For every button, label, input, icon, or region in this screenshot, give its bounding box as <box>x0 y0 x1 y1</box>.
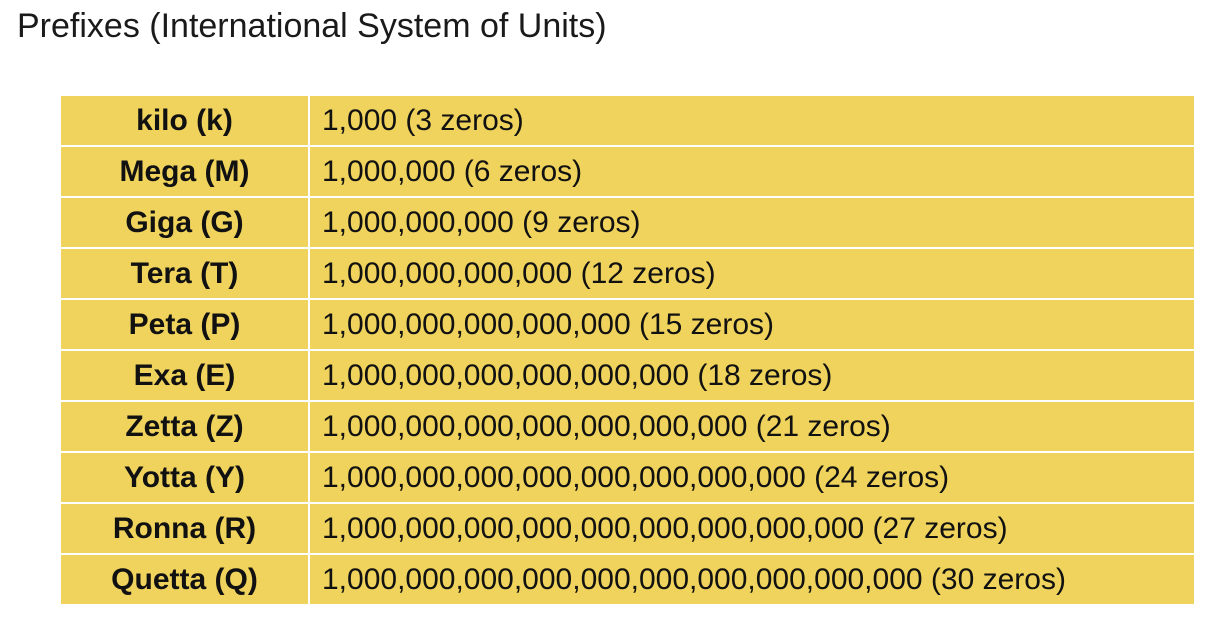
prefix-value: 1,000,000,000,000,000,000,000,000 (24 ze… <box>309 451 1194 504</box>
prefix-value: 1,000,000,000,000 (12 zeros) <box>309 247 1194 300</box>
table-row: Giga (G) 1,000,000,000 (9 zeros) <box>61 196 1194 249</box>
prefix-value: 1,000,000,000,000,000,000,000,000,000,00… <box>309 553 1194 604</box>
prefix-name: Zetta (Z) <box>61 400 310 453</box>
prefix-value: 1,000 (3 zeros) <box>309 96 1194 147</box>
table-row: kilo (k) 1,000 (3 zeros) <box>61 96 1194 147</box>
prefix-name: Ronna (R) <box>61 502 310 555</box>
prefix-name: Exa (E) <box>61 349 310 402</box>
prefix-table: kilo (k) 1,000 (3 zeros) Mega (M) 1,000,… <box>61 96 1194 604</box>
prefix-value: 1,000,000,000,000,000,000,000,000,000 (2… <box>309 502 1194 555</box>
prefix-name: Giga (G) <box>61 196 310 249</box>
table-row: Mega (M) 1,000,000 (6 zeros) <box>61 145 1194 198</box>
prefix-name: Quetta (Q) <box>61 553 310 604</box>
prefix-name: Tera (T) <box>61 247 310 300</box>
table-row: Peta (P) 1,000,000,000,000,000 (15 zeros… <box>61 298 1194 351</box>
prefix-name: kilo (k) <box>61 96 310 147</box>
page-title: Prefixes (International System of Units) <box>17 7 607 45</box>
prefix-value: 1,000,000,000 (9 zeros) <box>309 196 1194 249</box>
table-row: Ronna (R) 1,000,000,000,000,000,000,000,… <box>61 502 1194 555</box>
prefix-name: Yotta (Y) <box>61 451 310 504</box>
prefix-name: Mega (M) <box>61 145 310 198</box>
prefix-value: 1,000,000 (6 zeros) <box>309 145 1194 198</box>
table-row: Tera (T) 1,000,000,000,000 (12 zeros) <box>61 247 1194 300</box>
prefix-value: 1,000,000,000,000,000,000,000 (21 zeros) <box>309 400 1194 453</box>
table-row: Exa (E) 1,000,000,000,000,000,000 (18 ze… <box>61 349 1194 402</box>
table-row: Quetta (Q) 1,000,000,000,000,000,000,000… <box>61 553 1194 604</box>
prefix-value: 1,000,000,000,000,000,000 (18 zeros) <box>309 349 1194 402</box>
prefix-name: Peta (P) <box>61 298 310 351</box>
table-row: Yotta (Y) 1,000,000,000,000,000,000,000,… <box>61 451 1194 504</box>
table-row: Zetta (Z) 1,000,000,000,000,000,000,000 … <box>61 400 1194 453</box>
prefix-value: 1,000,000,000,000,000 (15 zeros) <box>309 298 1194 351</box>
